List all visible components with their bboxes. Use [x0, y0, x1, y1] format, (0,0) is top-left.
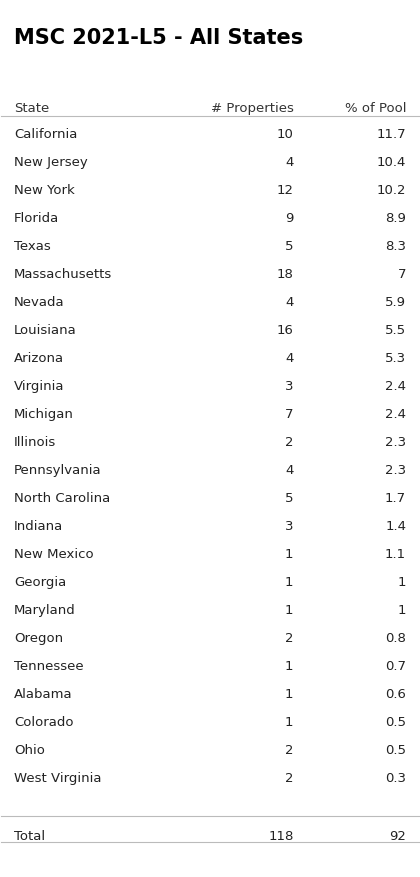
Text: 2: 2 — [285, 631, 294, 645]
Text: 12: 12 — [276, 184, 294, 197]
Text: 118: 118 — [268, 831, 294, 843]
Text: 2.4: 2.4 — [385, 380, 406, 393]
Text: New York: New York — [14, 184, 75, 197]
Text: 4: 4 — [285, 464, 294, 477]
Text: Virginia: Virginia — [14, 380, 64, 393]
Text: 1: 1 — [285, 548, 294, 560]
Text: Total: Total — [14, 831, 45, 843]
Text: 4: 4 — [285, 156, 294, 169]
Text: 5.5: 5.5 — [385, 324, 406, 337]
Text: Oregon: Oregon — [14, 631, 63, 645]
Text: 2: 2 — [285, 744, 294, 757]
Text: 8.9: 8.9 — [385, 212, 406, 225]
Text: 2: 2 — [285, 772, 294, 785]
Text: Tennessee: Tennessee — [14, 660, 84, 673]
Text: 9: 9 — [285, 212, 294, 225]
Text: 5.3: 5.3 — [385, 352, 406, 365]
Text: 1: 1 — [285, 660, 294, 673]
Text: Pennsylvania: Pennsylvania — [14, 464, 102, 477]
Text: 10.4: 10.4 — [377, 156, 406, 169]
Text: Alabama: Alabama — [14, 688, 73, 701]
Text: 4: 4 — [285, 352, 294, 365]
Text: Nevada: Nevada — [14, 296, 65, 309]
Text: 7: 7 — [285, 408, 294, 421]
Text: 1: 1 — [285, 716, 294, 729]
Text: 0.7: 0.7 — [385, 660, 406, 673]
Text: 2.3: 2.3 — [385, 436, 406, 449]
Text: 4: 4 — [285, 296, 294, 309]
Text: Colorado: Colorado — [14, 716, 74, 729]
Text: 0.5: 0.5 — [385, 744, 406, 757]
Text: Maryland: Maryland — [14, 603, 76, 617]
Text: % of Pool: % of Pool — [344, 102, 406, 115]
Text: 1: 1 — [285, 576, 294, 588]
Text: 1: 1 — [285, 603, 294, 617]
Text: Georgia: Georgia — [14, 576, 66, 588]
Text: 10.2: 10.2 — [377, 184, 406, 197]
Text: 1: 1 — [398, 576, 406, 588]
Text: Indiana: Indiana — [14, 520, 63, 533]
Text: Texas: Texas — [14, 240, 51, 253]
Text: New Mexico: New Mexico — [14, 548, 94, 560]
Text: 1.1: 1.1 — [385, 548, 406, 560]
Text: New Jersey: New Jersey — [14, 156, 88, 169]
Text: 2.3: 2.3 — [385, 464, 406, 477]
Text: Massachusetts: Massachusetts — [14, 268, 112, 281]
Text: 92: 92 — [389, 831, 406, 843]
Text: 11.7: 11.7 — [376, 128, 406, 141]
Text: 8.3: 8.3 — [385, 240, 406, 253]
Text: 5.9: 5.9 — [385, 296, 406, 309]
Text: 16: 16 — [276, 324, 294, 337]
Text: West Virginia: West Virginia — [14, 772, 101, 785]
Text: North Carolina: North Carolina — [14, 492, 110, 505]
Text: Ohio: Ohio — [14, 744, 45, 757]
Text: 1: 1 — [285, 688, 294, 701]
Text: MSC 2021-L5 - All States: MSC 2021-L5 - All States — [14, 27, 303, 47]
Text: 3: 3 — [285, 520, 294, 533]
Text: 2: 2 — [285, 436, 294, 449]
Text: 5: 5 — [285, 240, 294, 253]
Text: 5: 5 — [285, 492, 294, 505]
Text: 0.5: 0.5 — [385, 716, 406, 729]
Text: Florida: Florida — [14, 212, 59, 225]
Text: 1.7: 1.7 — [385, 492, 406, 505]
Text: 18: 18 — [276, 268, 294, 281]
Text: State: State — [14, 102, 49, 115]
Text: 0.3: 0.3 — [385, 772, 406, 785]
Text: 1: 1 — [398, 603, 406, 617]
Text: Arizona: Arizona — [14, 352, 64, 365]
Text: 0.6: 0.6 — [385, 688, 406, 701]
Text: 1.4: 1.4 — [385, 520, 406, 533]
Text: 10: 10 — [276, 128, 294, 141]
Text: Michigan: Michigan — [14, 408, 74, 421]
Text: California: California — [14, 128, 77, 141]
Text: Illinois: Illinois — [14, 436, 56, 449]
Text: 7: 7 — [398, 268, 406, 281]
Text: 0.8: 0.8 — [385, 631, 406, 645]
Text: 3: 3 — [285, 380, 294, 393]
Text: Louisiana: Louisiana — [14, 324, 77, 337]
Text: # Properties: # Properties — [210, 102, 294, 115]
Text: 2.4: 2.4 — [385, 408, 406, 421]
